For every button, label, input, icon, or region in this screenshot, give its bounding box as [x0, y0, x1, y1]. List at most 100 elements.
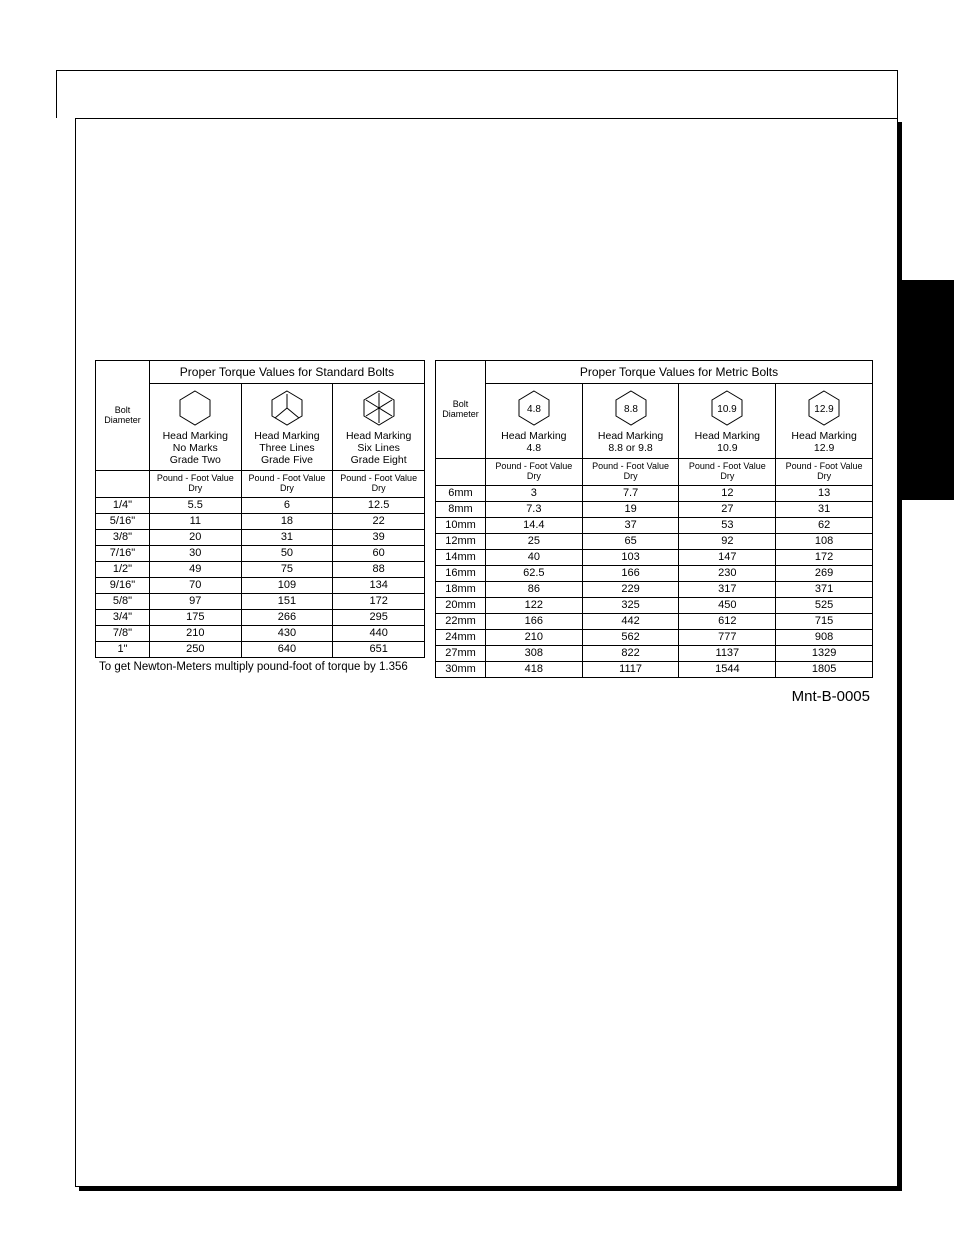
outer-frame-top	[56, 70, 898, 118]
torque-value: 430	[241, 625, 333, 641]
torque-value: 1544	[679, 661, 776, 677]
torque-value: 12.5	[333, 497, 425, 513]
torque-value: 525	[776, 597, 873, 613]
torque-value: 210	[149, 625, 241, 641]
svg-text:10.9: 10.9	[718, 404, 738, 415]
std-grade-header: Head MarkingThree LinesGrade Five	[241, 384, 333, 471]
torque-value: 151	[241, 593, 333, 609]
bolt-head-icon	[152, 388, 239, 428]
torque-value: 108	[776, 533, 873, 549]
torque-value: 325	[582, 597, 679, 613]
table-row: 24mm210562777908	[436, 629, 873, 645]
std-grade-header: Head MarkingSix LinesGrade Eight	[333, 384, 425, 471]
torque-value: 62.5	[485, 565, 582, 581]
torque-value: 92	[679, 533, 776, 549]
bolt-dia: 18mm	[436, 581, 486, 597]
pfv-label: Pound - Foot ValueDry	[149, 471, 241, 498]
torque-value: 230	[679, 565, 776, 581]
met-grade-label: Head Marking10.9	[681, 430, 773, 454]
bolt-dia: 30mm	[436, 661, 486, 677]
torque-value: 651	[333, 641, 425, 657]
torque-value: 49	[149, 561, 241, 577]
conversion-footnote: To get Newton-Meters multiply pound-foot…	[95, 658, 425, 673]
table-row: 30mm418111715441805	[436, 661, 873, 677]
torque-value: 25	[485, 533, 582, 549]
torque-value: 88	[333, 561, 425, 577]
std-grade-label: Head MarkingSix LinesGrade Eight	[335, 430, 422, 466]
bolt-dia: 9/16"	[96, 577, 150, 593]
torque-value: 908	[776, 629, 873, 645]
met-grade-header: 10.9 Head Marking10.9	[679, 384, 776, 459]
torque-value: 22	[333, 513, 425, 529]
metric-bolts-table: BoltDiameter Proper Torque Values for Me…	[435, 360, 873, 678]
bolt-dia: 1"	[96, 641, 150, 657]
torque-value: 440	[333, 625, 425, 641]
torque-value: 166	[485, 613, 582, 629]
torque-value: 715	[776, 613, 873, 629]
std-bolt-dia-header: BoltDiameter	[96, 361, 150, 471]
met-head-row: 4.8 Head Marking4.8 8.8 Head Marking8.8 …	[436, 384, 873, 459]
bolt-dia: 10mm	[436, 517, 486, 533]
torque-value: 308	[485, 645, 582, 661]
table-row: 9/16"70109134	[96, 577, 425, 593]
table-row: 3/8"203139	[96, 529, 425, 545]
std-grade-header: Head MarkingNo MarksGrade Two	[149, 384, 241, 471]
torque-value: 134	[333, 577, 425, 593]
torque-value: 640	[241, 641, 333, 657]
torque-value: 31	[241, 529, 333, 545]
met-pfv-row: Pound - Foot ValueDryPound - Foot ValueD…	[436, 459, 873, 486]
torque-value: 12	[679, 485, 776, 501]
bolt-head-icon: 4.8	[488, 388, 580, 428]
pfv-label: Pound - Foot ValueDry	[333, 471, 425, 498]
page: BoltDiameter Proper Torque Values for St…	[0, 0, 954, 1235]
torque-value: 62	[776, 517, 873, 533]
torque-value: 40	[485, 549, 582, 565]
torque-value: 20	[149, 529, 241, 545]
bolt-dia: 8mm	[436, 501, 486, 517]
torque-value: 418	[485, 661, 582, 677]
bolt-dia: 5/8"	[96, 593, 150, 609]
bolt-head-icon	[335, 388, 422, 428]
torque-value: 1329	[776, 645, 873, 661]
torque-value: 210	[485, 629, 582, 645]
bolt-dia: 3/4"	[96, 609, 150, 625]
torque-value: 14.4	[485, 517, 582, 533]
torque-value: 3	[485, 485, 582, 501]
table-row: 7/16"305060	[96, 545, 425, 561]
torque-value: 612	[679, 613, 776, 629]
std-grade-label: Head MarkingNo MarksGrade Two	[152, 430, 239, 466]
torque-value: 266	[241, 609, 333, 625]
torque-value: 1805	[776, 661, 873, 677]
met-grade-label: Head Marking8.8 or 9.8	[585, 430, 677, 454]
torque-value: 37	[582, 517, 679, 533]
torque-value: 317	[679, 581, 776, 597]
bolt-dia: 20mm	[436, 597, 486, 613]
torque-value: 19	[582, 501, 679, 517]
met-grade-label: Head Marking12.9	[778, 430, 870, 454]
table-row: 27mm30882211371329	[436, 645, 873, 661]
torque-value: 7.3	[485, 501, 582, 517]
torque-value: 147	[679, 549, 776, 565]
bolt-dia: 16mm	[436, 565, 486, 581]
torque-value: 86	[485, 581, 582, 597]
torque-value: 18	[241, 513, 333, 529]
bolt-head-icon: 8.8	[585, 388, 677, 428]
torque-value: 295	[333, 609, 425, 625]
torque-value: 103	[582, 549, 679, 565]
table-row: 5/8"97151172	[96, 593, 425, 609]
table-row: 10mm14.4375362	[436, 517, 873, 533]
torque-value: 777	[679, 629, 776, 645]
svg-text:12.9: 12.9	[814, 404, 834, 415]
table-row: 22mm166442612715	[436, 613, 873, 629]
torque-value: 97	[149, 593, 241, 609]
torque-value: 1137	[679, 645, 776, 661]
tables-row: BoltDiameter Proper Torque Values for St…	[95, 360, 878, 678]
pfv-label: Pound - Foot ValueDry	[241, 471, 333, 498]
torque-value: 70	[149, 577, 241, 593]
document-id: Mnt-B-0005	[95, 688, 878, 705]
met-bolt-dia-header: BoltDiameter	[436, 361, 486, 459]
std-body: 1/4"5.5612.55/16"1118223/8"2031397/16"30…	[96, 497, 425, 657]
svg-text:4.8: 4.8	[527, 404, 541, 415]
torque-value: 229	[582, 581, 679, 597]
met-body: 6mm37.712138mm7.319273110mm14.437536212m…	[436, 485, 873, 677]
